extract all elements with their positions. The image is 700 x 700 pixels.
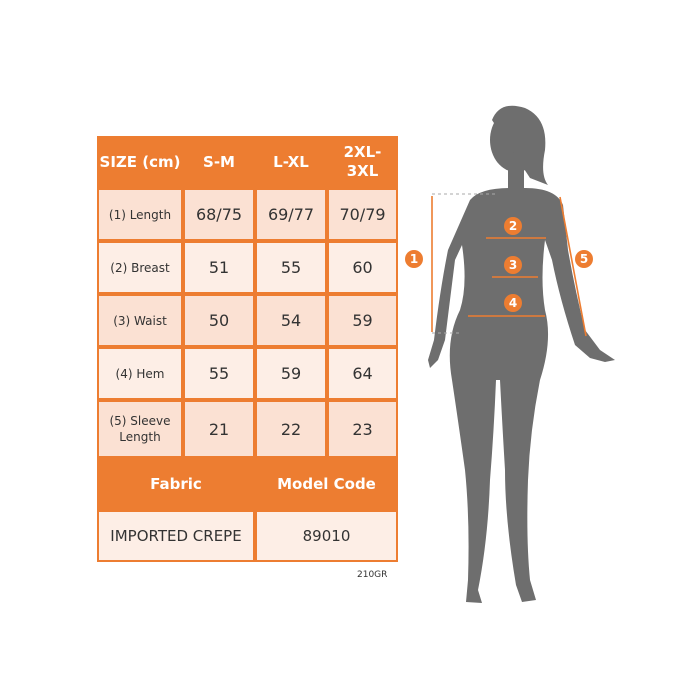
header-2xl-3xl: 2XL-3XL [327,136,398,188]
cell: 55 [183,347,255,400]
measurement-lines [431,196,587,337]
table-row: (1) Length 68/75 69/77 70/79 [97,188,398,241]
cell: 59 [327,294,398,347]
marker-4 [504,294,522,312]
fabric-label: Fabric [97,458,255,510]
model-code-value: 89010 [255,510,398,562]
cell: 64 [327,347,398,400]
guide-lines [432,193,495,334]
header-row: SIZE (cm) S-M L-XL 2XL-3XL [97,136,398,188]
cell: 70/79 [327,188,398,241]
cell: 69/77 [255,188,327,241]
cell: 51 [183,241,255,294]
marker-1-label: 1 [410,252,418,266]
header-s-m: S-M [183,136,255,188]
marker-5-label: 5 [580,252,588,266]
marker-5 [575,250,593,268]
cell: 23 [327,400,398,458]
marker-4-label: 4 [509,296,517,310]
table-row: (2) Breast 51 55 60 [97,241,398,294]
table-row: (4) Hem 55 59 64 [97,347,398,400]
cell: 54 [255,294,327,347]
cell: 21 [183,400,255,458]
corner-code: 210GR [357,570,388,580]
woman-silhouette [428,105,615,603]
cell: 60 [327,241,398,294]
cell: 22 [255,400,327,458]
marker-2 [504,217,522,235]
marker-3 [504,256,522,274]
fabric-value-row: IMPORTED CREPE 89010 [97,510,398,562]
cell: 59 [255,347,327,400]
row-label: (4) Hem [97,347,183,400]
row-label: (2) Breast [97,241,183,294]
cell: 50 [183,294,255,347]
marker-1 [405,250,423,268]
fabric-value: IMPORTED CREPE [97,510,255,562]
table-row: (3) Waist 50 54 59 [97,294,398,347]
fabric-header-row: Fabric Model Code [97,458,398,510]
size-chart-table: SIZE (cm) S-M L-XL 2XL-3XL (1) Length 68… [97,136,398,562]
row-label: (3) Waist [97,294,183,347]
model-code-label: Model Code [255,458,398,510]
table-row: (5) Sleeve Length 21 22 23 [97,400,398,458]
row-label: (1) Length [97,188,183,241]
cell: 55 [255,241,327,294]
row-label: (5) Sleeve Length [97,400,183,458]
marker-circles [405,217,593,312]
header-l-xl: L-XL [255,136,327,188]
marker-2-label: 2 [509,219,517,233]
marker-3-label: 3 [509,258,517,272]
cell: 68/75 [183,188,255,241]
header-size: SIZE (cm) [97,136,183,188]
sleeve-line [559,196,587,337]
